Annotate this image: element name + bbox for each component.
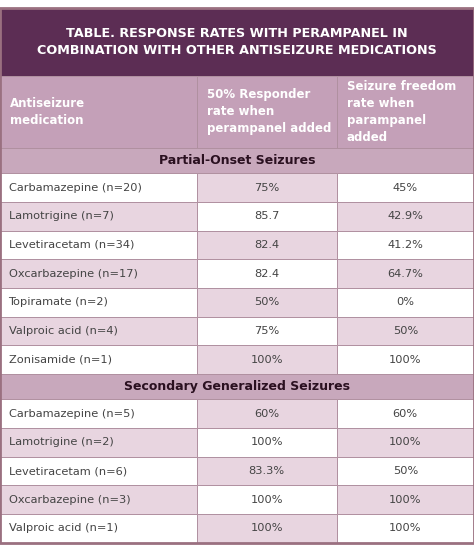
- Text: Carbamazepine (n=5): Carbamazepine (n=5): [9, 409, 134, 419]
- Bar: [197, 457, 337, 485]
- Bar: [337, 514, 474, 543]
- Text: 100%: 100%: [250, 523, 283, 533]
- Text: Lamotrigine (n=2): Lamotrigine (n=2): [9, 437, 113, 447]
- Bar: [337, 428, 474, 457]
- Text: 41.2%: 41.2%: [387, 240, 423, 250]
- Text: Topiramate (n=2): Topiramate (n=2): [9, 297, 109, 307]
- Bar: [0, 428, 197, 457]
- Bar: [197, 259, 337, 288]
- Text: 75%: 75%: [254, 182, 279, 192]
- Text: 100%: 100%: [389, 437, 421, 447]
- Bar: [0, 230, 197, 259]
- Bar: [0, 399, 197, 428]
- Bar: [0, 173, 197, 202]
- Bar: [0, 514, 197, 543]
- Bar: [337, 288, 474, 317]
- Bar: [197, 399, 337, 428]
- Bar: [197, 202, 337, 230]
- Bar: [197, 485, 337, 514]
- Bar: [197, 173, 337, 202]
- Text: TABLE. RESPONSE RATES WITH PERAMPANEL IN
COMBINATION WITH OTHER ANTISEIZURE MEDI: TABLE. RESPONSE RATES WITH PERAMPANEL IN…: [37, 27, 437, 57]
- Bar: [0, 76, 197, 148]
- Text: 50%: 50%: [254, 297, 279, 307]
- Text: 83.3%: 83.3%: [248, 466, 285, 476]
- Text: Valproic acid (n=1): Valproic acid (n=1): [9, 523, 118, 533]
- Bar: [0, 148, 474, 173]
- Bar: [0, 457, 197, 485]
- Text: Antiseizure
medication: Antiseizure medication: [10, 97, 85, 127]
- Text: Carbamazepine (n=20): Carbamazepine (n=20): [9, 182, 141, 192]
- Text: 0%: 0%: [396, 297, 414, 307]
- Text: 82.4: 82.4: [254, 268, 279, 279]
- Bar: [197, 317, 337, 345]
- Text: 50% Responder
rate when
perampanel added: 50% Responder rate when perampanel added: [207, 89, 331, 136]
- Text: Oxcarbazepine (n=3): Oxcarbazepine (n=3): [9, 495, 130, 505]
- Text: Levetiracetam (n=34): Levetiracetam (n=34): [9, 240, 134, 250]
- Text: 50%: 50%: [392, 466, 418, 476]
- Text: 100%: 100%: [389, 355, 421, 365]
- Bar: [197, 514, 337, 543]
- Text: 50%: 50%: [392, 326, 418, 336]
- Text: Lamotrigine (n=7): Lamotrigine (n=7): [9, 211, 113, 221]
- Text: 82.4: 82.4: [254, 240, 279, 250]
- Bar: [337, 230, 474, 259]
- Text: Seizure freedom
rate when
parampanel
added: Seizure freedom rate when parampanel add…: [347, 80, 456, 144]
- Bar: [0, 345, 197, 374]
- Text: Secondary Generalized Seizures: Secondary Generalized Seizures: [124, 380, 350, 393]
- Bar: [337, 457, 474, 485]
- Text: 100%: 100%: [250, 437, 283, 447]
- Text: 75%: 75%: [254, 326, 279, 336]
- Text: 100%: 100%: [250, 495, 283, 505]
- Text: 100%: 100%: [250, 355, 283, 365]
- Text: Partial-Onset Seizures: Partial-Onset Seizures: [159, 154, 315, 167]
- Bar: [0, 8, 474, 76]
- Bar: [197, 76, 337, 148]
- Text: 42.9%: 42.9%: [387, 211, 423, 221]
- Bar: [337, 485, 474, 514]
- Text: Levetiracetam (n=6): Levetiracetam (n=6): [9, 466, 127, 476]
- Text: Oxcarbazepine (n=17): Oxcarbazepine (n=17): [9, 268, 137, 279]
- Bar: [197, 288, 337, 317]
- Bar: [0, 485, 197, 514]
- Bar: [0, 259, 197, 288]
- Text: Valproic acid (n=4): Valproic acid (n=4): [9, 326, 118, 336]
- Bar: [0, 202, 197, 230]
- Text: 100%: 100%: [389, 495, 421, 505]
- Text: 45%: 45%: [392, 182, 418, 192]
- Bar: [337, 259, 474, 288]
- Text: Zonisamide (n=1): Zonisamide (n=1): [9, 355, 111, 365]
- Text: 60%: 60%: [392, 409, 418, 419]
- Bar: [337, 345, 474, 374]
- Bar: [197, 428, 337, 457]
- Bar: [0, 374, 474, 399]
- Bar: [0, 288, 197, 317]
- Text: 85.7: 85.7: [254, 211, 279, 221]
- Bar: [197, 230, 337, 259]
- Text: 64.7%: 64.7%: [387, 268, 423, 279]
- Bar: [337, 202, 474, 230]
- Text: 60%: 60%: [254, 409, 279, 419]
- Bar: [337, 76, 474, 148]
- Bar: [337, 399, 474, 428]
- Bar: [0, 317, 197, 345]
- Bar: [337, 317, 474, 345]
- Bar: [197, 345, 337, 374]
- Text: 100%: 100%: [389, 523, 421, 533]
- Bar: [337, 173, 474, 202]
